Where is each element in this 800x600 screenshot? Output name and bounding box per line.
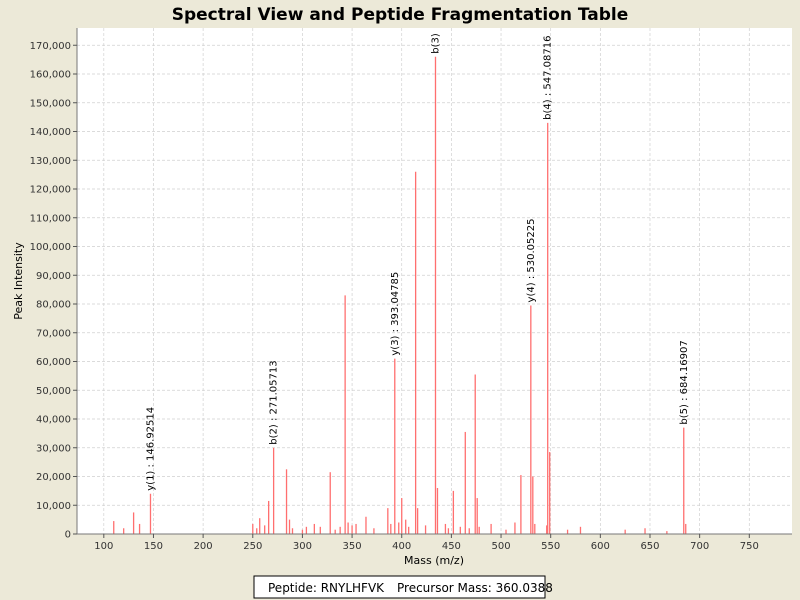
y-tick-label: 130,000: [30, 156, 71, 167]
x-tick-label: 300: [293, 541, 312, 552]
x-tick-label: 750: [740, 541, 759, 552]
y-axis-ticks: 0 10,000 20,000 30,000 40,000 50,000 60,000 70,…: [30, 41, 77, 541]
y-tick-label: 160,000: [30, 70, 71, 81]
peak-bars: [113, 56, 687, 534]
chart-title: Spectral View and Peptide Fragmentation …: [172, 5, 629, 25]
x-tick-label: 150: [144, 541, 163, 552]
y-tick-label: 150,000: [30, 98, 71, 109]
x-tick-label: 200: [194, 541, 213, 552]
peak-annotation-label: b(4) : 547.08716: [543, 36, 554, 120]
x-tick-label: 250: [243, 541, 262, 552]
y-axis-label: Peak Intensity: [12, 242, 25, 320]
y-tick-label: 70,000: [36, 328, 71, 339]
y-tick-label: 40,000: [36, 415, 71, 426]
x-tick-label: 600: [591, 541, 610, 552]
x-tick-label: 450: [442, 541, 461, 552]
y-tick-label: 50,000: [36, 386, 71, 397]
x-tick-label: 650: [640, 541, 659, 552]
legend-precursor-mass: Precursor Mass: 360.0388: [397, 581, 553, 595]
y-tick-label: 80,000: [36, 300, 71, 311]
x-axis-ticks: 100 150 200 250 300 350 400 450 500 550 600 650 700 7…: [94, 534, 759, 552]
y-tick-label: 30,000: [36, 443, 71, 454]
x-tick-label: 500: [491, 541, 510, 552]
peak-annotations: y(1) : 146.92514 b(2) : 271.05713 y(3) : 3…: [145, 33, 689, 491]
x-axis-label: Mass (m/z): [404, 554, 464, 567]
y-tick-label: 100,000: [30, 242, 71, 253]
y-tick-label: 10,000: [36, 501, 71, 512]
y-tick-label: 120,000: [30, 185, 71, 196]
peak-annotation-label: b(5) : 684.16907: [679, 340, 690, 424]
legend-frame: [253, 575, 546, 599]
x-tick-label: 350: [343, 541, 362, 552]
x-tick-label: 400: [392, 541, 411, 552]
peak-annotation-label: b(3): [430, 33, 441, 54]
y-tick-label: 140,000: [30, 127, 71, 138]
peak-annotation-label: y(1) : 146.92514: [145, 407, 156, 491]
y-tick-label: 0: [65, 530, 71, 541]
y-tick-label: 110,000: [30, 213, 71, 224]
peak-annotation-label: b(2) : 271.05713: [269, 360, 280, 444]
y-tick-label: 90,000: [36, 271, 71, 282]
plot-area: [77, 28, 792, 534]
y-tick-label: 170,000: [30, 41, 71, 52]
axes: [76, 28, 792, 535]
x-tick-label: 700: [690, 541, 709, 552]
y-tick-label: 60,000: [36, 357, 71, 368]
peak-annotation-label: y(4) : 530.05225: [526, 219, 537, 303]
peak-annotation-label: y(3) : 393.04785: [390, 272, 401, 356]
y-tick-label: 20,000: [36, 472, 71, 483]
x-tick-label: 550: [541, 541, 560, 552]
legend-box: Peptide: RNYLHFVK Precursor Mass: 360.03…: [253, 575, 553, 599]
x-tick-label: 100: [94, 541, 113, 552]
legend-peptide: Peptide: RNYLHFVK: [268, 581, 385, 595]
